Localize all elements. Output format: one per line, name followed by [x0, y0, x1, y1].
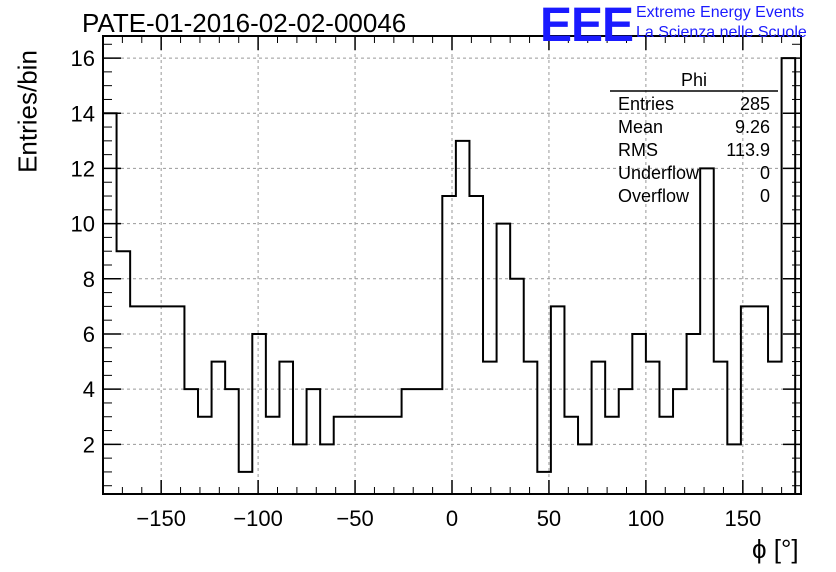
- x-tick-label: 50: [537, 506, 561, 531]
- y-tick-label: 8: [83, 267, 95, 292]
- x-tick-label: 150: [724, 506, 761, 531]
- stats-label: Overflow: [618, 186, 690, 206]
- stats-row-underflow: Underflow 0: [618, 163, 770, 184]
- stats-row-entries: Entries 285: [618, 94, 770, 115]
- x-tick-label: 0: [446, 506, 458, 531]
- y-tick-label: 6: [83, 322, 95, 347]
- stats-value: 0: [759, 163, 770, 183]
- y-tick-label: 4: [83, 377, 95, 402]
- stats-value: 285: [739, 94, 770, 114]
- y-tick-label: 2: [83, 432, 95, 457]
- stats-label: Entries: [618, 94, 675, 114]
- stats-label: RMS: [618, 140, 658, 160]
- y-tick-label: 12: [71, 156, 95, 181]
- x-tick-label: −150: [136, 506, 186, 531]
- x-tick-label: −100: [233, 506, 283, 531]
- stats-label: Underflow: [618, 163, 700, 183]
- stats-value: 9.26: [734, 117, 770, 137]
- logo-line-2: La Scienza nelle Scuole: [636, 24, 807, 41]
- stats-row-mean: Mean 9.26: [618, 117, 770, 138]
- eee-logo: EEE: [540, 0, 634, 52]
- logo-line-1: Extreme Energy Events: [636, 4, 805, 21]
- x-axis-label: ϕ [°]: [752, 534, 799, 564]
- stats-label: Mean: [618, 117, 664, 137]
- chart-title: PATE-01-2016-02-02-00046: [82, 8, 407, 38]
- y-tick-label: 14: [71, 101, 95, 126]
- y-tick-label: 16: [71, 46, 95, 71]
- y-tick-label: 10: [71, 212, 95, 237]
- stats-value: 113.9: [726, 140, 770, 160]
- stats-value: 0: [759, 186, 770, 206]
- x-tick-label: 100: [628, 506, 665, 531]
- y-axis-label: Entries/bin: [12, 50, 43, 173]
- histogram-series: [102, 57, 797, 494]
- stats-box-title: Phi: [680, 70, 707, 90]
- x-tick-label: −50: [336, 506, 373, 531]
- stats-row-rms: RMS 113.9: [618, 140, 770, 161]
- stats-row-overflow: Overflow 0: [618, 186, 770, 207]
